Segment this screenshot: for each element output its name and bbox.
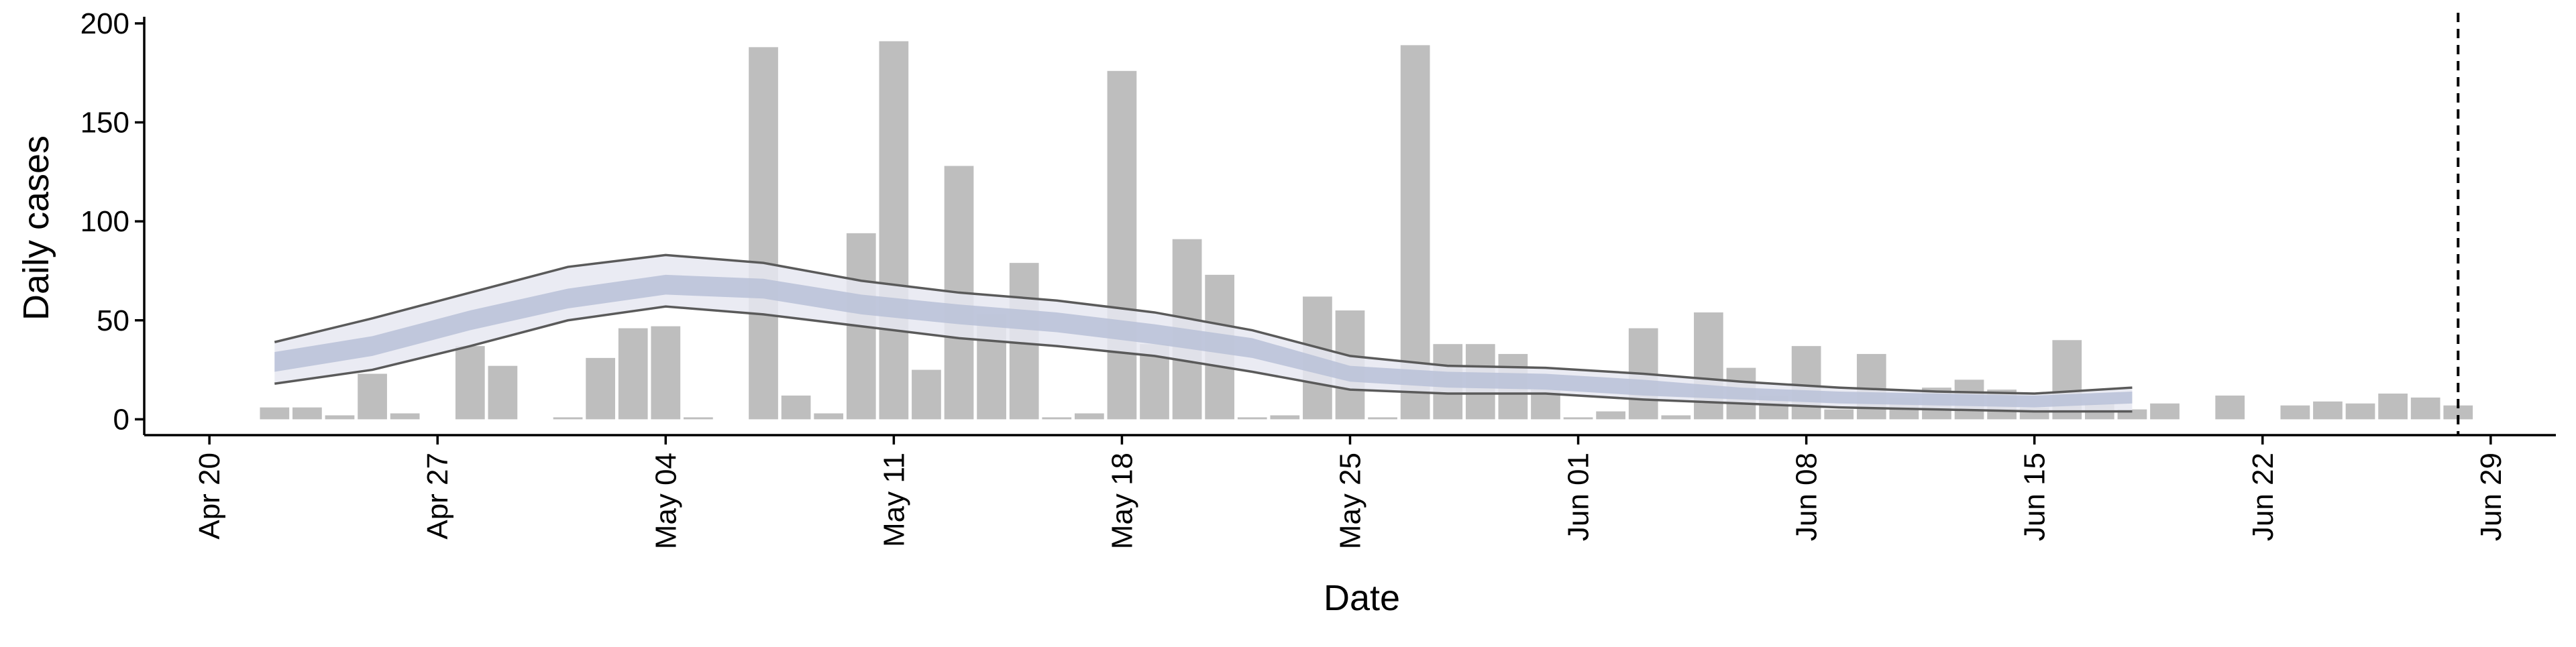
x-axis-title: Date xyxy=(1324,578,1400,618)
bar xyxy=(912,369,941,420)
y-tick-label: 50 xyxy=(97,304,129,337)
x-tick-label: Apr 20 xyxy=(193,453,226,540)
bar xyxy=(586,357,615,420)
bar xyxy=(814,413,844,420)
bar xyxy=(1856,353,1886,420)
y-tick-label: 150 xyxy=(80,107,129,139)
interval-line xyxy=(274,253,2133,395)
bar xyxy=(325,415,355,420)
bar xyxy=(2313,401,2343,420)
bar xyxy=(1237,417,1267,420)
bar xyxy=(1368,417,1397,420)
x-tick-label: May 11 xyxy=(877,453,910,547)
bar xyxy=(2378,394,2408,420)
bar xyxy=(1074,413,1104,420)
bar xyxy=(781,395,811,420)
bar xyxy=(1596,411,1626,420)
y-tick-label: 100 xyxy=(80,205,129,238)
bar xyxy=(618,328,648,420)
bar xyxy=(2345,403,2375,420)
y-tick-label: 200 xyxy=(80,7,129,40)
x-tick-label: Jun 01 xyxy=(1562,453,1595,541)
bar xyxy=(2215,395,2245,420)
x-tick-label: Jun 08 xyxy=(1790,453,1823,541)
bar xyxy=(1107,70,1137,420)
bar xyxy=(1563,417,1593,420)
bar xyxy=(2150,403,2180,420)
x-tick-label: Jun 29 xyxy=(2475,453,2508,541)
bar xyxy=(260,407,290,420)
bar xyxy=(1661,415,1691,420)
bar xyxy=(553,417,583,420)
bar xyxy=(2280,405,2310,420)
bar xyxy=(684,417,713,420)
y-tick-label: 0 xyxy=(113,403,129,436)
interval-line xyxy=(274,305,2133,413)
x-tick-label: May 04 xyxy=(649,453,682,549)
bar xyxy=(390,413,420,420)
x-tick-label: Apr 27 xyxy=(421,453,454,540)
y-axis-title: Daily cases xyxy=(16,135,56,320)
bar xyxy=(1400,45,1430,420)
bar xyxy=(2443,405,2473,420)
bar xyxy=(2410,397,2440,420)
x-tick-label: Jun 15 xyxy=(2019,453,2051,541)
x-tick-label: Jun 22 xyxy=(2247,453,2279,541)
bar xyxy=(1042,417,1072,420)
x-tick-label: May 25 xyxy=(1334,453,1367,549)
bar xyxy=(455,346,485,420)
bar xyxy=(1824,409,1854,420)
x-tick-label: May 18 xyxy=(1106,453,1138,549)
bar xyxy=(879,41,909,420)
bar xyxy=(358,373,387,420)
bar xyxy=(749,47,778,420)
bar xyxy=(1791,346,1821,420)
bar xyxy=(651,326,681,420)
interval-inner xyxy=(274,274,2133,408)
bar xyxy=(292,407,322,420)
bar xyxy=(488,365,518,420)
bar xyxy=(1270,415,1300,420)
